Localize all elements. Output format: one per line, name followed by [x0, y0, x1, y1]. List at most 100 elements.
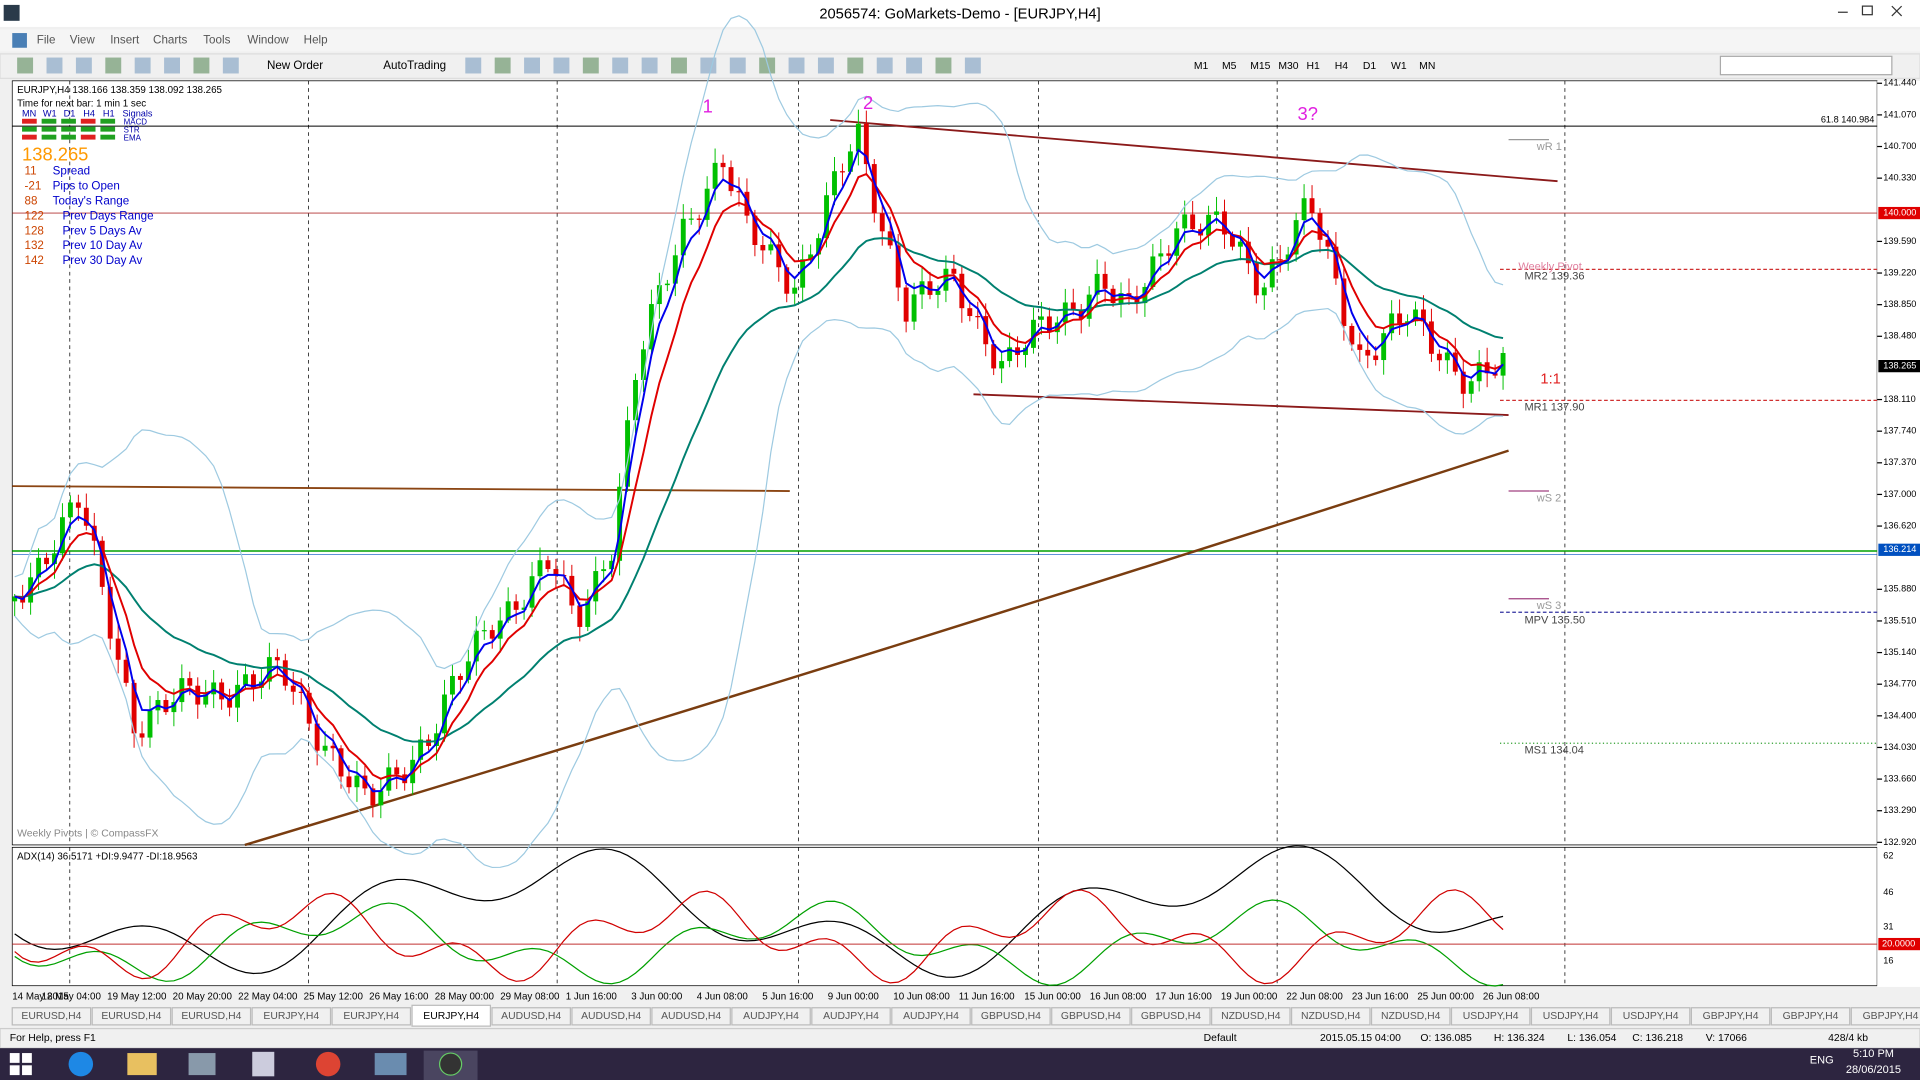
ie-icon[interactable]: [68, 1051, 94, 1077]
menu-item[interactable]: Help: [304, 33, 328, 46]
close[interactable]: [1891, 5, 1903, 17]
tool-button[interactable]: [553, 57, 570, 74]
chart-tab-label[interactable]: USDJPY,H4: [1463, 1011, 1519, 1022]
tool-button[interactable]: [641, 57, 658, 74]
timeframe-button[interactable]: M1: [1194, 61, 1209, 72]
chart-tab[interactable]: [1211, 1007, 1291, 1026]
chart-tab-label[interactable]: NZDUSD,H4: [1301, 1011, 1361, 1022]
timeframe-button[interactable]: H1: [1307, 61, 1321, 72]
chart-tab[interactable]: [651, 1007, 731, 1026]
timeframe-button[interactable]: M30: [1278, 61, 1298, 72]
chart-tab[interactable]: [1290, 1007, 1371, 1026]
auto-trading-button[interactable]: AutoTrading: [383, 59, 446, 72]
chart-tab[interactable]: [971, 1007, 1051, 1026]
chart-tab-label[interactable]: AUDUSD,H4: [581, 1011, 641, 1022]
maximize[interactable]: [1861, 5, 1873, 16]
chart-tab[interactable]: [1370, 1007, 1451, 1026]
chart-tab[interactable]: [91, 1007, 172, 1026]
tool-button[interactable]: [935, 57, 952, 74]
tool-button[interactable]: [788, 57, 805, 74]
chart-tab[interactable]: [1131, 1007, 1211, 1026]
timeframe-button[interactable]: D1: [1363, 61, 1377, 72]
tool-button[interactable]: [465, 57, 482, 74]
search-box[interactable]: [1719, 55, 1893, 76]
chart-tab-label[interactable]: GBPUSD,H4: [1141, 1011, 1201, 1022]
tool-button[interactable]: [524, 57, 540, 74]
chart-tab-label[interactable]: GBPJPY,H4: [1863, 1011, 1919, 1022]
tool-button[interactable]: [817, 57, 834, 74]
chart-tab-label[interactable]: EURUSD,H4: [21, 1011, 81, 1022]
new-order-button[interactable]: New Order: [267, 59, 323, 72]
chart-tab[interactable]: [411, 1004, 492, 1027]
chart-tab[interactable]: [811, 1007, 891, 1026]
chart-tab[interactable]: [1610, 1007, 1691, 1026]
tool-button[interactable]: [700, 57, 717, 74]
chart-tab-label[interactable]: GBPJPY,H4: [1783, 1011, 1839, 1022]
chart-tab-label[interactable]: EURUSD,H4: [181, 1011, 241, 1022]
app-icon[interactable]: [188, 1053, 216, 1076]
tool-button[interactable]: [75, 57, 92, 74]
chart-tab-label[interactable]: GBPUSD,H4: [1061, 1011, 1121, 1022]
timeframe-button[interactable]: MN: [1419, 61, 1435, 72]
tool-button[interactable]: [17, 57, 34, 74]
chart-tab-label[interactable]: NZDUSD,H4: [1221, 1011, 1281, 1022]
menu-item[interactable]: Insert: [110, 33, 140, 46]
chart-tab-label[interactable]: USDJPY,H4: [1623, 1011, 1679, 1022]
menu-item[interactable]: Tools: [203, 33, 230, 46]
chart-tab[interactable]: [891, 1007, 971, 1026]
tool-button[interactable]: [582, 57, 599, 74]
chart-tab-label[interactable]: EURJPY,H4: [343, 1011, 399, 1022]
chrome-icon[interactable]: [315, 1051, 341, 1077]
tool-button[interactable]: [105, 57, 122, 74]
chart-tab-label[interactable]: AUDJPY,H4: [743, 1011, 799, 1022]
tool-button[interactable]: [906, 57, 923, 74]
chart-tab[interactable]: [571, 1007, 651, 1026]
chart-tab-label[interactable]: GBPUSD,H4: [981, 1011, 1041, 1022]
chart-tab[interactable]: [171, 1007, 252, 1026]
chart-tab[interactable]: [1051, 1007, 1131, 1026]
chart-tab[interactable]: [1450, 1007, 1531, 1026]
chart-tab[interactable]: [1530, 1007, 1611, 1026]
explorer-icon[interactable]: [127, 1053, 157, 1076]
chart-tab-label[interactable]: GBPJPY,H4: [1703, 1011, 1759, 1022]
calc-icon[interactable]: [252, 1051, 275, 1077]
tool-button[interactable]: [494, 57, 511, 74]
start-button[interactable]: [9, 1053, 32, 1076]
chart-tab-label[interactable]: AUDUSD,H4: [501, 1011, 561, 1022]
chart-tab[interactable]: [731, 1007, 811, 1026]
app-icon[interactable]: [374, 1053, 407, 1076]
chart-tab-label[interactable]: EURUSD,H4: [101, 1011, 161, 1022]
menu-item[interactable]: Charts: [153, 33, 187, 46]
tool-button[interactable]: [729, 57, 746, 74]
chart-tab[interactable]: [331, 1007, 412, 1026]
chart-tab-label[interactable]: AUDJPY,H4: [903, 1011, 959, 1022]
timeframe-button[interactable]: H4: [1335, 61, 1349, 72]
chart-tab[interactable]: [491, 1007, 571, 1026]
menu-item[interactable]: File: [37, 33, 56, 46]
chart-tab[interactable]: [11, 1007, 92, 1026]
chart-tab-label[interactable]: EURJPY,H4: [423, 1011, 479, 1022]
timeframe-button[interactable]: M15: [1250, 61, 1270, 72]
chart-tab-label[interactable]: AUDJPY,H4: [823, 1011, 879, 1022]
tool-button[interactable]: [964, 57, 981, 74]
chart-tab[interactable]: [1690, 1007, 1771, 1026]
window-controls[interactable]: [1837, 5, 1903, 17]
chart-tab-label[interactable]: AUDUSD,H4: [661, 1011, 721, 1022]
tool-button[interactable]: [134, 57, 151, 74]
chart-tab[interactable]: [1850, 1007, 1920, 1026]
chart-tab-label[interactable]: EURJPY,H4: [263, 1011, 319, 1022]
tool-button[interactable]: [847, 57, 864, 74]
chart-tab[interactable]: [1770, 1007, 1851, 1026]
menu-item[interactable]: Window: [247, 33, 289, 46]
timeframe-button[interactable]: M5: [1222, 61, 1237, 72]
menu-item[interactable]: View: [70, 33, 96, 46]
tool-button[interactable]: [164, 57, 180, 74]
timeframe-button[interactable]: W1: [1391, 61, 1407, 72]
chart-tab-label[interactable]: USDJPY,H4: [1543, 1011, 1599, 1022]
tool-button[interactable]: [876, 57, 893, 74]
tool-button[interactable]: [612, 57, 629, 74]
tool-button[interactable]: [759, 57, 776, 74]
tool-button[interactable]: [193, 57, 210, 74]
tool-button[interactable]: [46, 57, 63, 74]
chart-tab-label[interactable]: NZDUSD,H4: [1381, 1011, 1441, 1022]
